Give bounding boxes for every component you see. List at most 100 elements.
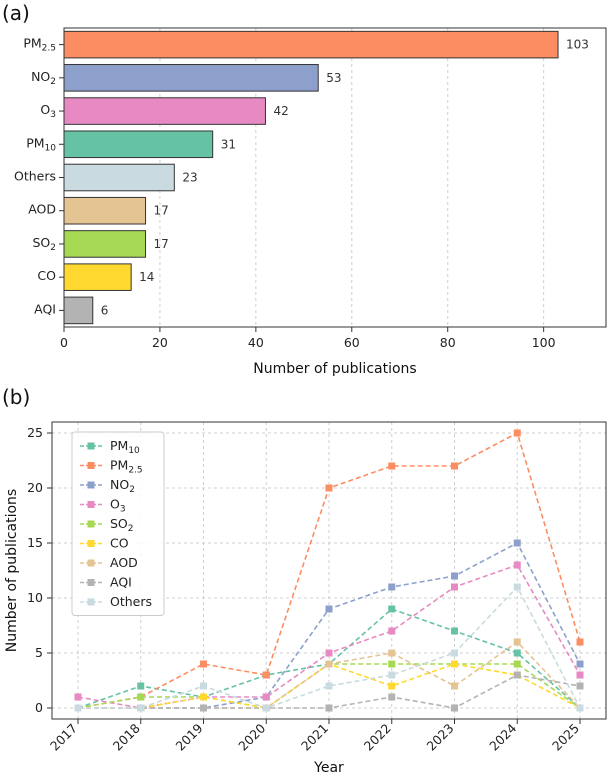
series-point <box>325 704 333 712</box>
legend-item: NO2 <box>80 477 135 495</box>
series-point <box>325 660 333 668</box>
bar <box>63 30 559 59</box>
label-subscript: 10 <box>128 446 140 456</box>
series-point <box>513 638 521 646</box>
series-line <box>78 585 581 709</box>
legend-item: Others <box>80 594 152 609</box>
legend-label: AOD <box>110 555 138 570</box>
series-point <box>513 429 521 437</box>
legend-item: O3 <box>80 497 126 515</box>
series-point <box>200 682 207 690</box>
legend-label: O3 <box>110 497 126 515</box>
legend-marker <box>87 579 95 586</box>
line-x-tick-label: 2020 <box>235 720 268 753</box>
series-point <box>451 682 458 690</box>
series-point <box>388 649 396 657</box>
series-point <box>74 693 82 701</box>
line-x-tick-label: 2024 <box>486 720 519 753</box>
series-point <box>137 693 145 701</box>
line-y-tick-label: 20 <box>27 480 43 495</box>
label-subscript: 2 <box>129 485 135 495</box>
bar-value-label: 17 <box>154 204 169 218</box>
panel-a-label: (a) <box>2 1 30 25</box>
series-point <box>262 693 270 701</box>
label-base: SO <box>32 235 50 250</box>
label-subscript: 10 <box>45 143 57 153</box>
legend-label: PM2.5 <box>110 458 143 476</box>
label-base: NO <box>110 477 129 492</box>
label-base: Others <box>14 169 56 184</box>
series-point <box>576 704 584 712</box>
label-base: AOD <box>28 202 56 217</box>
line-chart-y-ticks: 0 5 10 15 20 25 <box>27 425 52 715</box>
line-x-tick-label: 2022 <box>361 721 394 754</box>
label-base: Others <box>110 594 152 609</box>
series-point <box>200 704 207 712</box>
legend-box <box>71 431 165 616</box>
legend-marker <box>87 540 95 547</box>
legend-item: PM2.5 <box>80 458 143 476</box>
line-y-tick-label: 25 <box>27 425 43 440</box>
series-point <box>388 671 396 679</box>
legend-marker <box>87 442 95 450</box>
legend-item: CO <box>80 536 129 551</box>
label-base: AOD <box>110 555 138 570</box>
label-base: PM <box>26 135 44 150</box>
series-point <box>200 660 207 668</box>
legend-marker <box>87 559 95 567</box>
bar <box>63 263 132 291</box>
label-subscript: 2.5 <box>42 44 56 54</box>
legend-marker <box>87 501 95 508</box>
bar <box>63 196 147 225</box>
line-x-tick-label: 2025 <box>549 721 582 754</box>
line-y-tick-label: 10 <box>27 590 43 605</box>
series-point <box>576 682 584 690</box>
bar-category-label: SO2 <box>32 235 56 253</box>
line-x-tick-label: 2017 <box>47 721 80 754</box>
legend-label: PM10 <box>110 438 140 456</box>
series-point <box>513 561 521 569</box>
bar-category-label: NO2 <box>31 69 56 87</box>
series-point <box>388 660 396 668</box>
bar-category-label: AOD <box>28 202 56 217</box>
line-x-tick-label: 2021 <box>298 721 331 754</box>
series-point <box>325 682 333 690</box>
label-subscript: 3 <box>120 505 126 515</box>
bar <box>63 130 214 159</box>
bar-x-tick-label: 40 <box>248 335 264 350</box>
series-point <box>513 583 521 591</box>
series-point <box>451 660 458 668</box>
label-subscript: 2.5 <box>128 466 142 476</box>
bar-chart-frame <box>63 27 607 328</box>
legend-item: AOD <box>80 555 138 570</box>
bar-category-label: CO <box>37 268 56 283</box>
line-chart-x-axis-title: Year <box>313 760 344 776</box>
series-point <box>576 671 584 679</box>
line-chart-x-ticks: 2017 2018 2019 2020 2021 2022 2023 2024 2025 <box>47 719 582 754</box>
series-point <box>262 704 270 712</box>
bar-value-label: 23 <box>182 171 197 185</box>
series-point <box>137 682 145 690</box>
label-base: O <box>110 497 120 512</box>
series-point <box>388 693 396 701</box>
series-point <box>325 649 333 657</box>
series-point <box>451 627 458 635</box>
line-x-tick-label: 2023 <box>424 721 457 754</box>
series-point <box>513 649 521 657</box>
bar-chart-bars: 103 53 42 31 23 17 17 14 6 <box>63 30 589 325</box>
series <box>74 583 584 712</box>
bar-value-label: 14 <box>139 270 154 284</box>
bar <box>63 97 266 125</box>
bar-category-label: O3 <box>40 102 56 120</box>
legend-label: SO2 <box>110 516 134 534</box>
label-base: PM <box>110 458 128 473</box>
bar-value-label: 42 <box>273 104 288 118</box>
bar-value-label: 31 <box>221 137 236 151</box>
bar-x-tick-label: 80 <box>440 335 456 350</box>
series-point <box>388 462 396 470</box>
series-point <box>451 583 458 591</box>
legend-item: SO2 <box>80 516 134 534</box>
